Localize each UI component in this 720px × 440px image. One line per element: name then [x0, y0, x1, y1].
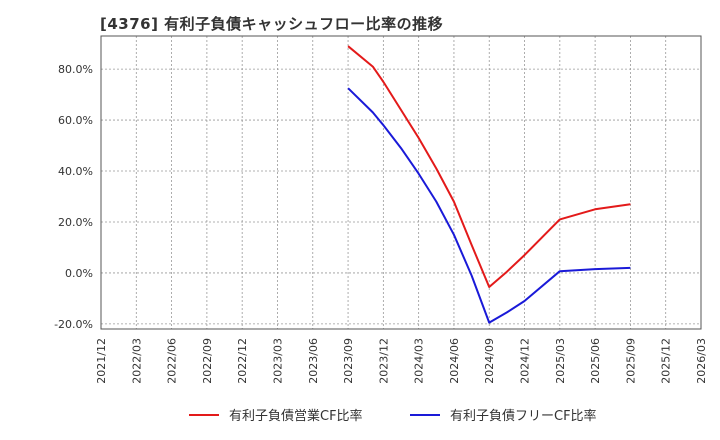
x-tick-label: 2022/03 — [130, 338, 143, 384]
x-tick-label: 2024/12 — [519, 338, 532, 384]
plot-frame — [100, 35, 702, 330]
legend-label-2: 有利子負債フリーCF比率 — [450, 408, 597, 424]
series-line-1 — [347, 45, 631, 288]
x-tick-label: 2022/09 — [201, 338, 214, 384]
x-tick-label: 2025/06 — [589, 338, 602, 384]
y-tick-label: 0.0% — [65, 267, 93, 280]
x-tick-label: 2026/03 — [695, 338, 708, 384]
x-tick-label: 2023/03 — [271, 338, 284, 384]
y-tick-label: 20.0% — [58, 216, 93, 229]
x-tick-label: 2023/06 — [307, 338, 320, 384]
legend-label-1: 有利子負債営業CF比率 — [229, 408, 363, 424]
y-tick-label: 80.0% — [58, 63, 93, 76]
y-tick-label: -20.0% — [54, 318, 93, 331]
y-tick-label: 60.0% — [58, 114, 93, 127]
x-tick-label: 2021/12 — [95, 338, 108, 384]
series-line-2 — [347, 87, 631, 324]
y-tick-label: 40.0% — [58, 165, 93, 178]
x-tick-label: 2025/12 — [660, 338, 673, 384]
x-tick-label: 2025/03 — [554, 338, 567, 384]
x-tick-label: 2025/09 — [624, 338, 637, 384]
x-tick-label: 2023/12 — [377, 338, 390, 384]
x-tick-label: 2022/06 — [166, 338, 179, 384]
x-tick-label: 2024/09 — [483, 338, 496, 384]
x-tick-label: 2024/06 — [448, 338, 461, 384]
x-tick-label: 2022/12 — [236, 338, 249, 384]
x-tick-label: 2024/03 — [413, 338, 426, 384]
chart-title: [4376] 有利子負債キャッシュフロー比率の推移 — [100, 15, 444, 33]
x-tick-label: 2023/09 — [342, 338, 355, 384]
